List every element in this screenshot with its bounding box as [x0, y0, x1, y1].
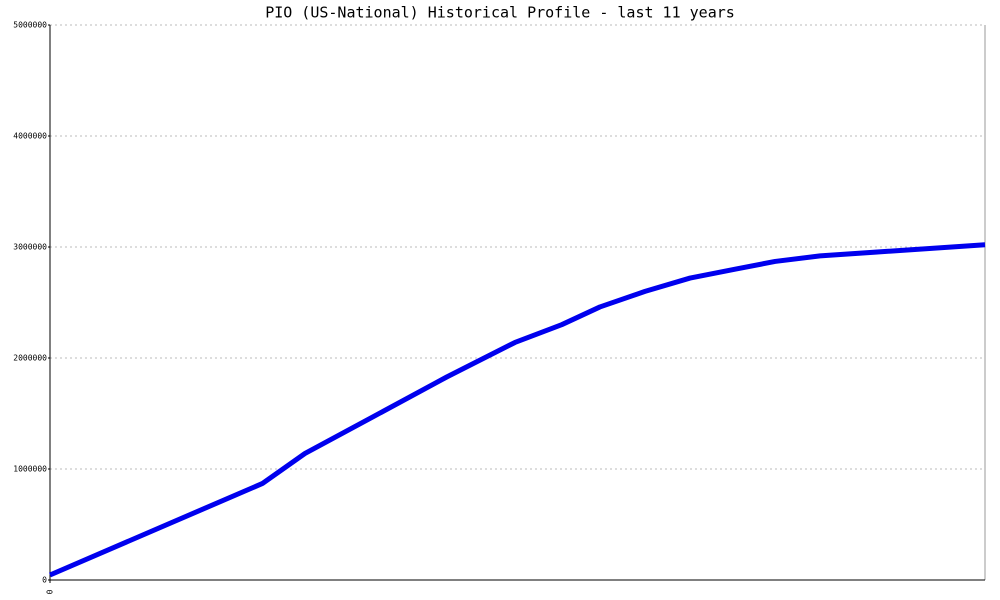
x-tick-label: 0	[46, 589, 55, 594]
line-series	[49, 242, 986, 578]
chart-title: PIO (US-National) Historical Profile - l…	[265, 4, 735, 22]
y-tick-label: 4000000	[13, 132, 47, 141]
y-tick-label: 3000000	[13, 243, 47, 252]
y-tick-label: 1000000	[13, 465, 47, 474]
y-tick-label: 0	[42, 576, 47, 585]
y-tick-label: 5000000	[13, 21, 47, 30]
y-tick-label: 2000000	[13, 354, 47, 363]
